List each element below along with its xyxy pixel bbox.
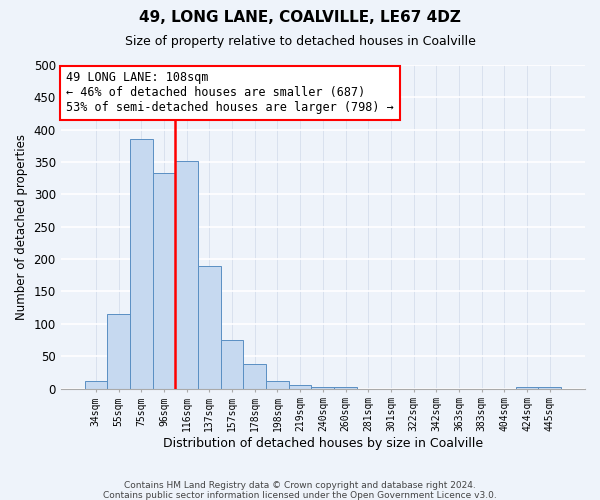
Bar xyxy=(107,314,130,388)
Y-axis label: Number of detached properties: Number of detached properties xyxy=(15,134,28,320)
Bar xyxy=(130,140,152,388)
Text: 49, LONG LANE, COALVILLE, LE67 4DZ: 49, LONG LANE, COALVILLE, LE67 4DZ xyxy=(139,10,461,25)
Bar xyxy=(152,173,175,388)
Bar xyxy=(289,386,311,388)
Text: Contains public sector information licensed under the Open Government Licence v3: Contains public sector information licen… xyxy=(103,491,497,500)
Text: Size of property relative to detached houses in Coalville: Size of property relative to detached ho… xyxy=(125,35,475,48)
Bar xyxy=(198,266,221,388)
Bar xyxy=(85,381,107,388)
Bar xyxy=(221,340,244,388)
Text: 49 LONG LANE: 108sqm
← 46% of detached houses are smaller (687)
53% of semi-deta: 49 LONG LANE: 108sqm ← 46% of detached h… xyxy=(66,72,394,114)
Text: Contains HM Land Registry data © Crown copyright and database right 2024.: Contains HM Land Registry data © Crown c… xyxy=(124,481,476,490)
Bar xyxy=(244,364,266,388)
Bar xyxy=(175,161,198,388)
Bar xyxy=(266,381,289,388)
X-axis label: Distribution of detached houses by size in Coalville: Distribution of detached houses by size … xyxy=(163,437,483,450)
